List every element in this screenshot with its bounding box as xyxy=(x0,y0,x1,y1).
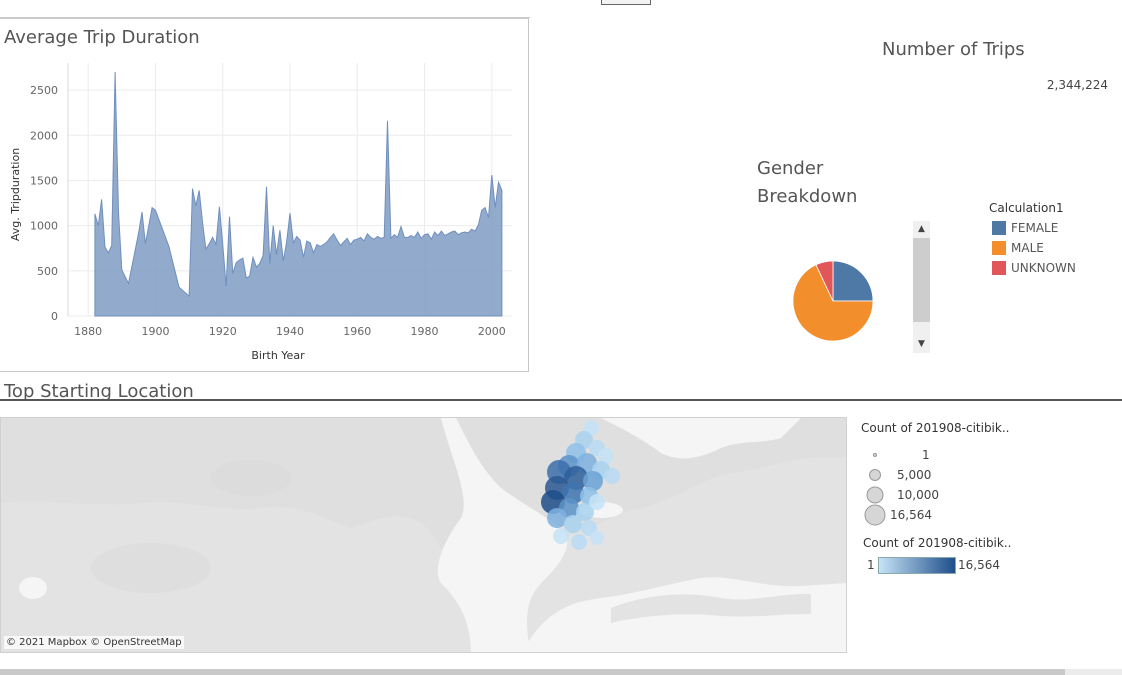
size-legend-label: 10,000 xyxy=(897,488,939,502)
y-tick-label: 1000 xyxy=(30,220,58,233)
number-of-trips-value: 2,344,224 xyxy=(1046,78,1108,92)
section-divider xyxy=(0,399,1122,401)
x-tick-label: 1980 xyxy=(411,325,439,338)
resize-handle[interactable] xyxy=(601,0,651,5)
gender-legend-title: Calculation1 xyxy=(989,201,1064,215)
size-legend-label: 1 xyxy=(922,448,930,462)
x-tick-label: 1900 xyxy=(141,325,169,338)
x-tick-label: 2000 xyxy=(478,325,506,338)
x-tick-label: 1940 xyxy=(276,325,304,338)
pie-slice-unknown[interactable] xyxy=(815,260,834,302)
map-canvas[interactable] xyxy=(1,418,847,653)
size-legend-title: Count of 201908-citibik.. xyxy=(861,421,1010,435)
trip-duration-title: Average Trip Duration xyxy=(4,27,200,48)
x-axis-label: Birth Year xyxy=(251,349,305,362)
horizontal-scrollbar-track[interactable] xyxy=(1065,669,1122,675)
size-legend-circle xyxy=(866,486,884,504)
x-tick-label: 1880 xyxy=(74,325,102,338)
x-tick-label: 1920 xyxy=(209,325,237,338)
legend-scroll-thumb[interactable] xyxy=(913,238,930,322)
map-panel[interactable] xyxy=(0,417,847,653)
color-legend-max: 16,564 xyxy=(958,558,1000,572)
map-attribution[interactable]: © 2021 Mapbox © OpenStreetMap xyxy=(4,636,184,649)
pie-slice-male[interactable] xyxy=(792,264,874,342)
pie-slice-female[interactable] xyxy=(832,260,874,302)
size-legend-circle xyxy=(864,504,886,526)
legend-label-unknown[interactable]: UNKNOWN xyxy=(1011,261,1076,275)
y-tick-label: 500 xyxy=(37,265,58,278)
number-of-trips-title: Number of Trips xyxy=(882,39,1025,60)
color-legend-ramp xyxy=(878,557,956,574)
size-legend-label: 16,564 xyxy=(890,508,932,522)
station-bubbles[interactable] xyxy=(541,420,620,550)
y-tick-label: 1500 xyxy=(30,174,58,187)
trip-duration-area[interactable] xyxy=(94,71,503,317)
legend-swatch-unknown[interactable] xyxy=(992,261,1006,275)
x-tick-label: 1960 xyxy=(343,325,371,338)
top-border xyxy=(0,17,530,18)
trip-duration-chart: 0 500 1000 1500 2000 2500 1880 1900 1920 1940 1960… xyxy=(9,63,512,362)
horizontal-scrollbar[interactable] xyxy=(0,669,1065,675)
y-tick-label: 0 xyxy=(51,310,58,323)
legend-swatch-female[interactable] xyxy=(992,221,1006,235)
size-legend-circle xyxy=(869,469,881,481)
legend-swatch-male[interactable] xyxy=(992,241,1006,255)
chevron-down-icon[interactable]: ▼ xyxy=(918,339,925,349)
size-legend-circle xyxy=(873,453,877,457)
gender-breakdown-title: Gender Breakdown xyxy=(757,158,858,207)
y-axis-label: Avg. Tripduration xyxy=(9,148,22,241)
chevron-up-icon[interactable]: ▲ xyxy=(918,224,925,234)
color-legend-title: Count of 201908-citibik.. xyxy=(863,536,1012,550)
legend-label-female[interactable]: FEMALE xyxy=(1011,221,1059,235)
map-title: Top Starting Location xyxy=(4,381,194,402)
size-legend-label: 5,000 xyxy=(897,468,932,482)
gender-pie-chart xyxy=(792,260,874,342)
y-tick-label: 2000 xyxy=(30,129,58,142)
color-legend-min: 1 xyxy=(867,558,875,572)
y-tick-label: 2500 xyxy=(30,84,58,97)
legend-label-male[interactable]: MALE xyxy=(1011,241,1044,255)
